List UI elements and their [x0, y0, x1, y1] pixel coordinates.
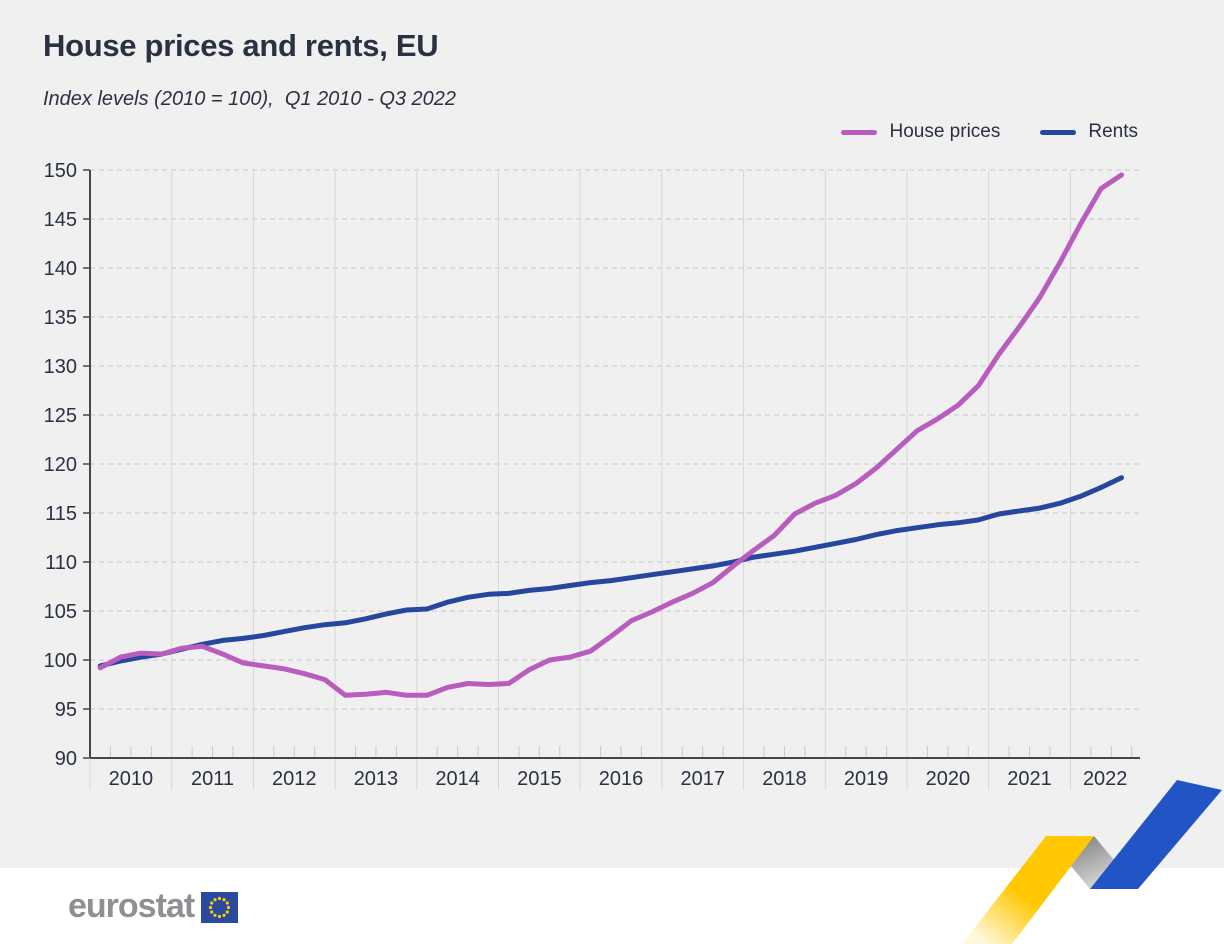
eu-flag-star — [218, 914, 222, 919]
x-year-label: 2018 — [762, 768, 807, 790]
x-year-label: 2011 — [191, 768, 234, 790]
x-year-label: 2022 — [1083, 768, 1128, 790]
legend-item-rents: Rents — [1040, 121, 1138, 143]
y-tick-label: 115 — [45, 503, 77, 525]
eurostat-logo: eurostat — [68, 887, 239, 925]
y-tick-label: 95 — [55, 699, 77, 721]
legend-item-house-prices: House prices — [841, 121, 1000, 143]
house-prices-swatch — [841, 129, 878, 135]
legend-label-rents: Rents — [1088, 121, 1138, 142]
eu-flag-star — [218, 896, 222, 901]
chart-title: House prices and rents, EU — [43, 28, 439, 63]
y-tick-label: 125 — [44, 405, 77, 427]
x-year-label: 2021 — [1007, 768, 1052, 790]
y-tick-label: 90 — [55, 748, 77, 770]
y-tick-label: 100 — [44, 650, 77, 672]
x-year-label: 2016 — [599, 768, 644, 790]
x-year-label: 2014 — [435, 768, 480, 790]
ribbon-blue-band — [1090, 780, 1222, 889]
y-tick-label: 145 — [44, 209, 77, 231]
x-year-label: 2019 — [844, 768, 889, 790]
y-tick-label: 120 — [44, 454, 77, 476]
eu-flag-star — [222, 913, 226, 917]
eu-flag-icon — [201, 892, 239, 923]
legend-label-house-prices: House prices — [889, 121, 1001, 142]
legend: House prices Rents — [841, 121, 1138, 143]
y-tick-label: 140 — [44, 258, 77, 280]
eu-flag-star — [213, 913, 217, 917]
line-chart: 90 95 100 105 110 115 120 125 130 135 140 145 150 201… — [44, 160, 1140, 790]
chart-subtitle: Index levels (2010 = 100), Q1 2010 - Q3 … — [43, 88, 457, 110]
x-year-label: 2017 — [681, 768, 726, 790]
eu-flag-star — [222, 898, 226, 902]
eu-flag-star — [225, 901, 230, 905]
eurostat-logo-text: eurostat — [68, 887, 195, 925]
y-tick-label: 105 — [44, 601, 77, 623]
house-prices-line — [97, 172, 1124, 698]
ribbon-yellow-band — [962, 836, 1094, 944]
x-year-label: 2012 — [272, 768, 317, 790]
eu-flag-star — [225, 910, 230, 914]
eu-flag-star — [209, 905, 213, 910]
eu-flag-star — [227, 905, 231, 910]
eu-flag-star — [210, 910, 214, 914]
x-year-label: 2020 — [926, 768, 971, 790]
x-year-label: 2015 — [517, 768, 562, 790]
x-year-label: 2013 — [354, 768, 399, 790]
ribbon-decoration — [962, 780, 1222, 944]
rents-line — [97, 475, 1124, 669]
y-tick-label: 130 — [44, 356, 77, 378]
eu-flag-stars — [209, 896, 231, 919]
y-tick-label: 135 — [44, 307, 77, 329]
x-year-label: 2010 — [109, 768, 154, 790]
rents-swatch — [1040, 129, 1077, 135]
y-tick-label: 150 — [44, 160, 77, 182]
eu-flag-star — [213, 898, 217, 902]
eu-flag-star — [210, 901, 214, 905]
eu-flag-field — [201, 892, 239, 923]
y-tick-label: 110 — [45, 552, 77, 574]
